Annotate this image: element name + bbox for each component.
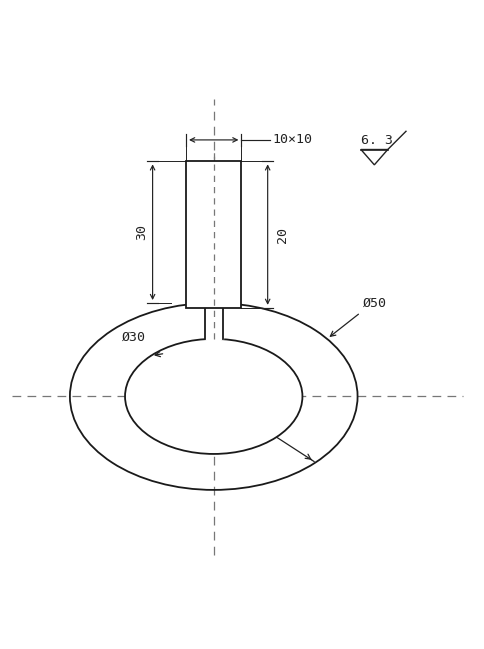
Text: 30: 30: [135, 224, 148, 240]
Polygon shape: [204, 308, 222, 339]
Text: 10×10: 10×10: [272, 134, 312, 147]
Text: Ø50: Ø50: [363, 297, 386, 310]
Text: 7. 07: 7. 07: [197, 296, 230, 306]
Text: 20: 20: [276, 227, 288, 243]
Bar: [186, 162, 241, 308]
Text: Ø30: Ø30: [122, 331, 146, 344]
Text: 6. 3: 6. 3: [360, 134, 392, 147]
Ellipse shape: [125, 339, 302, 454]
